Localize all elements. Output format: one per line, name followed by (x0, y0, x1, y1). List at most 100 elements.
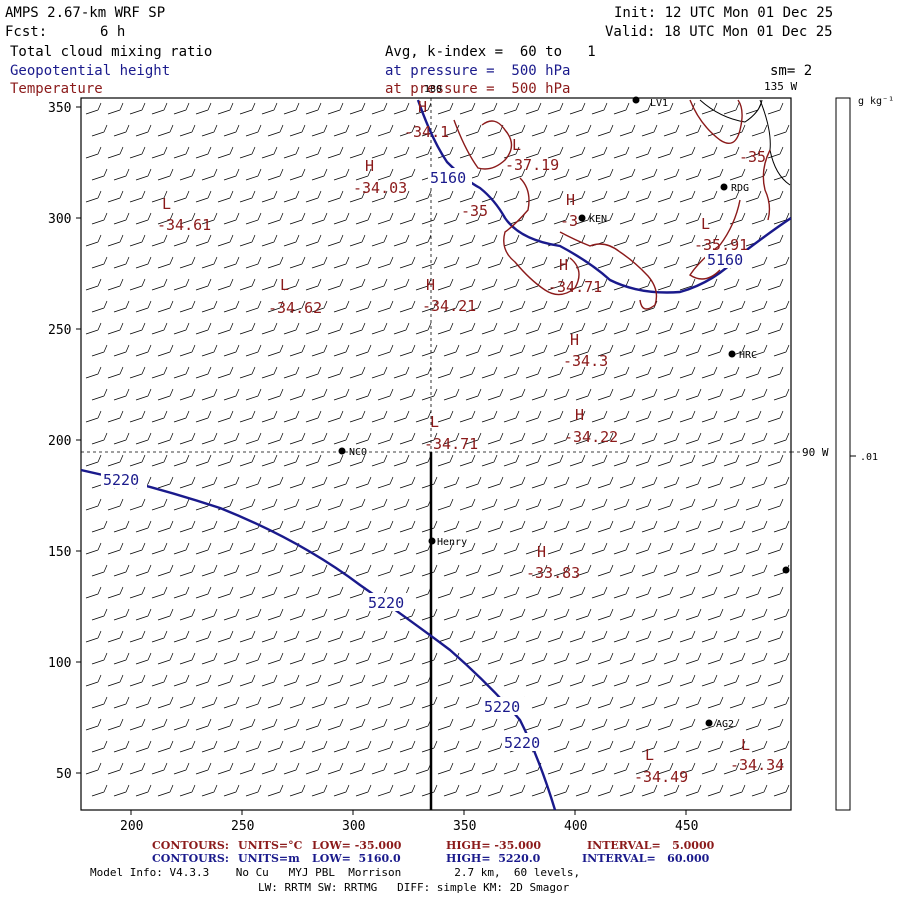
wind-barb (729, 168, 746, 181)
wind-barb (613, 410, 630, 423)
wind-barb (399, 124, 416, 137)
wind-barb (377, 520, 394, 533)
temp-extremum-value: -34.3 (563, 352, 608, 370)
wind-barb (327, 718, 344, 731)
wind-barb (283, 762, 300, 775)
height-label: 5220 (484, 698, 520, 716)
wind-barb (377, 124, 394, 137)
wind-barb (283, 586, 300, 599)
wind-barb (641, 476, 658, 489)
wind-barb (547, 102, 564, 115)
wind-barb (663, 300, 680, 313)
wind-barb (151, 718, 168, 731)
wind-barb (701, 146, 718, 159)
height-label: 5220 (504, 734, 540, 752)
temperature-contour-6 (762, 149, 771, 221)
wind-barb (547, 586, 564, 599)
wind-barb (333, 256, 350, 269)
wind-barb (261, 762, 278, 775)
wind-barb (459, 146, 476, 159)
wind-barb (113, 608, 130, 621)
wind-barb (547, 366, 564, 379)
wind-barb (745, 410, 762, 423)
temperature-contour (453, 119, 513, 170)
wind-barb (305, 322, 322, 335)
wind-barb (239, 234, 256, 247)
wind-barb (239, 542, 256, 555)
wind-barb (349, 762, 366, 775)
wind-barb (459, 190, 476, 203)
wind-barb (283, 190, 300, 203)
wind-barb (575, 564, 592, 577)
wind-barb (459, 102, 476, 115)
wind-barb (311, 168, 328, 181)
wind-barb (173, 718, 190, 731)
wind-barb (355, 784, 372, 797)
wind-barb (679, 366, 696, 379)
wind-barb (503, 762, 520, 775)
wind-barb (751, 212, 768, 225)
wind-barb (569, 366, 586, 379)
wind-barb (91, 256, 108, 269)
wind-barb (547, 674, 564, 687)
wind-barb (305, 454, 322, 467)
wind-barb (195, 234, 212, 247)
wind-barb (591, 762, 608, 775)
wind-barb (465, 740, 482, 753)
wind-barb (751, 256, 768, 269)
temp-extremum-letter: H (365, 157, 374, 175)
wind-barb (305, 190, 322, 203)
wind-barb (613, 146, 630, 159)
wind-barb (773, 300, 790, 313)
wind-barb (311, 652, 328, 665)
wind-barb (245, 784, 262, 797)
wind-barb (151, 674, 168, 687)
wind-barb (443, 344, 460, 357)
wind-barb (311, 256, 328, 269)
wind-barb (415, 190, 432, 203)
wind-barb (509, 124, 526, 137)
wind-barb (751, 608, 768, 621)
wind-barb (371, 498, 388, 511)
wind-barb (371, 762, 388, 775)
wind-barb (773, 124, 790, 137)
wind-barb (767, 190, 784, 203)
wind-barb (619, 696, 636, 709)
wind-barb (135, 344, 152, 357)
wind-barb (85, 542, 102, 555)
wind-barb (751, 784, 768, 797)
wind-barb (723, 322, 740, 335)
wind-barb (729, 564, 746, 577)
wind-barb (745, 674, 762, 687)
wind-barb (179, 608, 196, 621)
wind-barb (707, 432, 724, 445)
wind-barb (173, 146, 190, 159)
wind-barb (377, 168, 394, 181)
wind-barb (679, 410, 696, 423)
field-height-detail: at pressure = 500 hPa (385, 63, 571, 79)
wind-barb (267, 784, 284, 797)
wind-barb (421, 608, 438, 621)
wind-barb (773, 168, 790, 181)
wind-barb (349, 190, 366, 203)
colorbar-value: .01 (860, 452, 878, 463)
wind-barb (377, 564, 394, 577)
wind-barb (421, 388, 438, 401)
wind-barb (355, 168, 372, 181)
wind-barb (619, 784, 636, 797)
wind-barb (707, 652, 724, 665)
wind-barb (85, 102, 102, 115)
wind-barb (393, 718, 410, 731)
wind-barb (349, 630, 366, 643)
wind-barb (487, 520, 504, 533)
wind-barb (201, 520, 218, 533)
wind-barb (151, 190, 168, 203)
wind-barb (591, 410, 608, 423)
wind-barb (283, 234, 300, 247)
wind-barb (91, 344, 108, 357)
wind-barb (327, 586, 344, 599)
wind-barb (377, 300, 394, 313)
wind-barb (663, 520, 680, 533)
wind-barb (107, 102, 124, 115)
wind-barb (553, 212, 570, 225)
